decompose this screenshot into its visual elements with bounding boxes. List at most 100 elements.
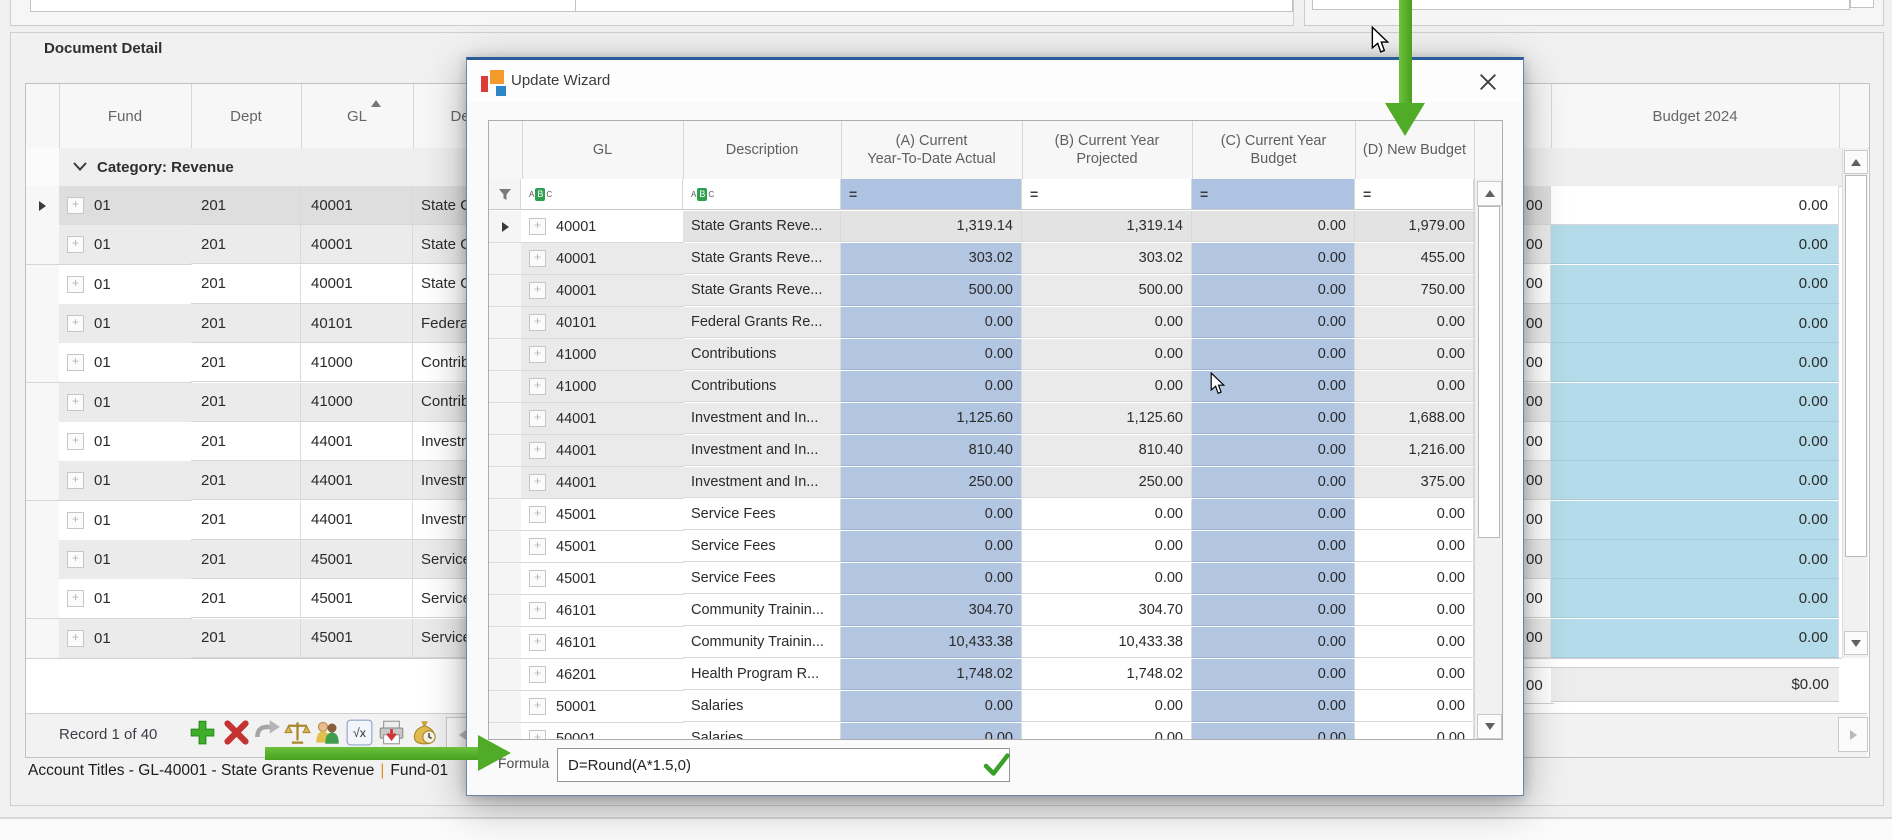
wizard-c-cell[interactable]: 0.00 (1192, 307, 1355, 338)
budget-2024-cell[interactable]: 0.00 (1551, 540, 1839, 580)
wizard-gl-cell[interactable]: +50001 (521, 691, 684, 723)
wizard-b-cell[interactable]: 0.00 (1022, 371, 1192, 402)
wizard-gl-cell[interactable]: +40001 (521, 243, 684, 275)
wizard-c-cell[interactable]: 0.00 (1192, 435, 1355, 466)
filter-funnel-icon[interactable] (498, 188, 512, 201)
wizard-d-cell[interactable]: 0.00 (1355, 659, 1474, 690)
wizard-b-cell[interactable]: 1,748.02 (1022, 659, 1192, 690)
wizard-description-cell[interactable]: Health Program R... (683, 659, 841, 690)
expand-row-icon[interactable]: + (529, 698, 546, 715)
wizard-description-cell[interactable]: Community Trainin... (683, 627, 841, 658)
fund-cell[interactable]: +01 (59, 186, 192, 226)
wizard-table-row[interactable]: +46101 Community Trainin... 304.70 304.70 0.… (489, 595, 1502, 627)
wizard-column-gl[interactable]: GL (522, 121, 684, 179)
formula-icon[interactable]: √x (346, 719, 373, 746)
expand-row-icon[interactable]: + (529, 570, 546, 587)
wizard-a-cell[interactable]: 0.00 (841, 307, 1022, 338)
wizard-a-cell[interactable]: 0.00 (841, 531, 1022, 562)
wizard-a-cell[interactable]: 250.00 (841, 467, 1022, 498)
wizard-table-row[interactable]: +45001 Service Fees 0.00 0.00 0.00 0.00 (489, 531, 1502, 563)
expand-row-icon[interactable]: + (529, 314, 546, 331)
scroll-down-button[interactable] (1844, 631, 1868, 655)
wizard-d-cell[interactable]: 0.00 (1355, 691, 1474, 722)
dept-cell[interactable]: 201 (191, 382, 301, 422)
expand-row-icon[interactable]: + (529, 506, 546, 523)
gl-cell[interactable]: 44001 (301, 461, 413, 501)
fund-cell[interactable]: +01 (59, 500, 192, 541)
gl-cell[interactable]: 40001 (301, 186, 413, 225)
wizard-d-cell[interactable]: 1,688.00 (1355, 403, 1474, 434)
wizard-table-row[interactable]: +45001 Service Fees 0.00 0.00 0.00 0.00 (489, 499, 1502, 531)
wizard-gl-cell[interactable]: +44001 (521, 403, 684, 435)
fund-cell[interactable]: +01 (59, 461, 192, 502)
wizard-b-cell[interactable]: 0.00 (1022, 531, 1192, 562)
top-right-scroll-fragment[interactable] (1850, 0, 1874, 8)
fund-cell[interactable]: +01 (59, 540, 192, 581)
expand-row-icon[interactable]: + (67, 236, 84, 254)
wizard-gl-cell[interactable]: +44001 (521, 467, 684, 499)
budget-2024-cell[interactable]: 0.00 (1551, 264, 1839, 304)
wizard-c-cell[interactable]: 0.00 (1192, 339, 1355, 370)
wizard-d-cell[interactable]: 0.00 (1355, 307, 1474, 338)
wizard-c-cell[interactable]: 0.00 (1192, 595, 1355, 626)
wizard-description-cell[interactable]: State Grants Reve... (683, 211, 841, 242)
filter-c[interactable]: = (1192, 179, 1355, 210)
wizard-gl-cell[interactable]: +40101 (521, 307, 684, 339)
scrollbar-thumb[interactable] (1478, 206, 1500, 538)
wizard-gl-cell[interactable]: +41000 (521, 339, 684, 371)
scroll-down-button[interactable] (1477, 714, 1502, 739)
wizard-d-cell[interactable]: 455.00 (1355, 243, 1474, 274)
wizard-d-cell[interactable]: 0.00 (1355, 499, 1474, 530)
wizard-column-a-current-ytd-actual[interactable]: (A) Current Year-To-Date Actual (841, 121, 1023, 179)
wizard-b-cell[interactable]: 1,125.60 (1022, 403, 1192, 434)
fund-cell[interactable]: +01 (59, 304, 192, 345)
wizard-a-cell[interactable]: 810.40 (841, 435, 1022, 466)
wizard-b-cell[interactable]: 0.00 (1022, 307, 1192, 338)
gl-cell[interactable]: 40001 (301, 264, 413, 304)
wizard-description-cell[interactable]: Contributions (683, 339, 841, 370)
budget-2024-cell[interactable]: 0.00 (1551, 186, 1839, 225)
wizard-c-cell[interactable]: 0.00 (1192, 627, 1355, 658)
wizard-a-cell[interactable]: 1,748.02 (841, 659, 1022, 690)
equals-operator-icon[interactable]: = (1363, 186, 1372, 202)
wizard-a-cell[interactable]: 0.00 (841, 563, 1022, 594)
budget-2024-cell[interactable]: 0.00 (1551, 500, 1839, 540)
add-record-icon[interactable] (189, 719, 216, 746)
main-grid-vertical-scrollbar[interactable] (1842, 148, 1868, 658)
wizard-description-cell[interactable]: Salaries (683, 691, 841, 722)
budget-2024-cell[interactable]: 0.00 (1551, 225, 1839, 265)
scroll-up-button[interactable] (1477, 181, 1502, 206)
wizard-a-cell[interactable]: 304.70 (841, 595, 1022, 626)
wizard-d-cell[interactable]: 750.00 (1355, 275, 1474, 306)
wizard-d-cell[interactable]: 1,216.00 (1355, 435, 1474, 466)
filter-b[interactable]: = (1022, 179, 1192, 210)
wizard-gl-cell[interactable]: +45001 (521, 531, 684, 563)
wizard-gl-cell[interactable]: +45001 (521, 499, 684, 531)
wizard-c-cell[interactable]: 0.00 (1192, 723, 1355, 739)
wizard-table-row[interactable]: +41000 Contributions 0.00 0.00 0.00 0.00 (489, 371, 1502, 403)
wizard-description-cell[interactable]: Contributions (683, 371, 841, 402)
column-header-fund[interactable]: Fund (59, 84, 192, 148)
wizard-description-cell[interactable]: Service Fees (683, 499, 841, 530)
print-export-icon[interactable] (378, 719, 405, 746)
expand-row-icon[interactable]: + (529, 410, 546, 427)
wizard-table-row[interactable]: +40101 Federal Grants Re... 0.00 0.00 0.00 0.… (489, 307, 1502, 339)
equals-operator-icon[interactable]: = (849, 186, 858, 202)
dept-cell[interactable]: 201 (191, 225, 301, 265)
wizard-table-row[interactable]: +44001 Investment and In... 250.00 250.00 0.… (489, 467, 1502, 499)
wizard-table-row[interactable]: +50001 Salaries 0.00 0.00 0.00 0.00 (489, 723, 1502, 739)
hscroll-right-button[interactable] (1838, 717, 1868, 752)
expand-row-icon[interactable]: + (529, 282, 546, 299)
budget-2024-cell[interactable]: 0.00 (1551, 579, 1839, 619)
wizard-table-row[interactable]: +44001 Investment and In... 810.40 810.40 0.… (489, 435, 1502, 467)
expand-row-icon[interactable]: + (67, 472, 84, 490)
expand-row-icon[interactable]: + (67, 354, 84, 372)
wizard-table-row[interactable]: +40001 State Grants Reve... 1,319.14 1,319.… (489, 211, 1502, 243)
wizard-b-cell[interactable]: 810.40 (1022, 435, 1192, 466)
wizard-a-cell[interactable]: 303.02 (841, 243, 1022, 274)
dept-cell[interactable]: 201 (191, 343, 301, 383)
gl-cell[interactable]: 45001 (301, 579, 413, 619)
expand-row-icon[interactable]: + (67, 511, 84, 529)
